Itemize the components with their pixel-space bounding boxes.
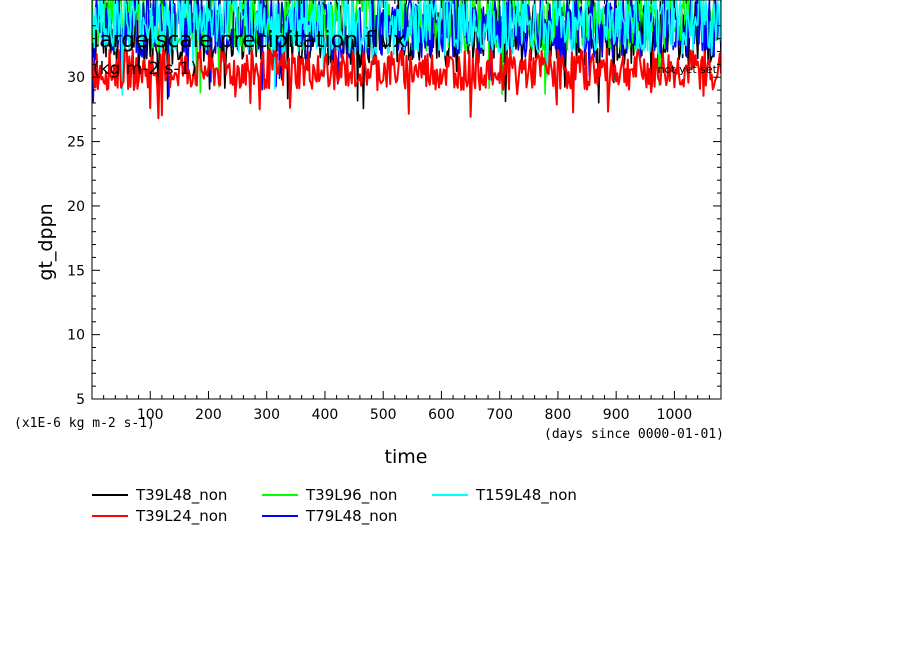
x-tick-label: 200 — [195, 407, 222, 423]
x-tick-label: 300 — [253, 407, 280, 423]
y-tick-label: 30 — [67, 70, 85, 86]
x-tick-label: 400 — [312, 407, 339, 423]
y-unit-note: (x1E-6 kg m-2 s-1) — [14, 416, 155, 431]
legend-label-T39L48_non: T39L48_non — [135, 486, 227, 505]
y-tick-label: 5 — [76, 392, 85, 408]
x-unit-note: (days since 0000-01-01) — [544, 427, 724, 442]
y-tick-label: 10 — [67, 328, 85, 344]
y-tick-label: 25 — [67, 135, 85, 151]
x-tick-label: 600 — [428, 407, 455, 423]
x-tick-label: 1000 — [657, 407, 693, 423]
y-tick-label: 15 — [67, 263, 85, 279]
x-tick-label: 700 — [486, 407, 513, 423]
axis-layer: 5 10 15 20 25 30 100 200 300 400 500 600 700 800 900 10… — [67, 0, 721, 423]
legend-label-T39L24_non: T39L24_non — [135, 507, 227, 526]
status-note: not yet set — [658, 63, 718, 76]
series-line-T159L48_non — [92, 0, 721, 96]
chart-title: large scale precipitation flux — [93, 28, 406, 53]
legend: T39L48_non T39L24_non T39L96_non T79L48_non… — [92, 486, 577, 526]
x-axis-title: time — [385, 446, 428, 468]
y-tick-label: 20 — [67, 199, 85, 215]
x-tick-label: 900 — [603, 407, 630, 423]
x-tick-label: 100 — [137, 407, 164, 423]
y-axis-title: gt_dppn — [35, 203, 57, 280]
series-line-T39L24_non — [92, 48, 721, 120]
legend-label-T39L96_non: T39L96_non — [305, 486, 397, 505]
legend-label-T159L48_non: T159L48_non — [475, 486, 577, 505]
x-tick-label: 500 — [370, 407, 397, 423]
legend-label-T79L48_non: T79L48_non — [305, 507, 397, 526]
chart-subtitle: (kg m-2 s-1) — [93, 59, 197, 79]
x-tick-label: 800 — [545, 407, 572, 423]
